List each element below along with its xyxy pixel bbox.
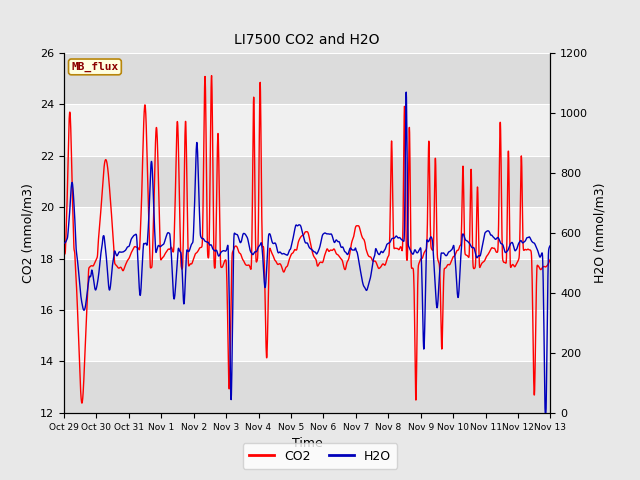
X-axis label: Time: Time — [292, 437, 323, 450]
Text: MB_flux: MB_flux — [71, 62, 118, 72]
Legend: CO2, H2O: CO2, H2O — [243, 444, 397, 469]
Bar — [64, 259, 550, 310]
Bar — [64, 104, 550, 156]
Y-axis label: H2O (mmol/m3): H2O (mmol/m3) — [594, 182, 607, 283]
Bar — [64, 361, 550, 413]
Bar — [64, 156, 550, 207]
Title: LI7500 CO2 and H2O: LI7500 CO2 and H2O — [234, 34, 380, 48]
Bar — [64, 207, 550, 259]
Y-axis label: CO2 (mmol/m3): CO2 (mmol/m3) — [22, 183, 35, 283]
Bar — [64, 310, 550, 361]
Bar — [64, 53, 550, 104]
